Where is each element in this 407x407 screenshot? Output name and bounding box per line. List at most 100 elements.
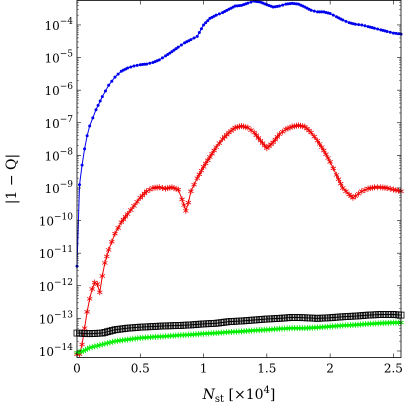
y-tick-label-3: 10−11 bbox=[39, 245, 73, 261]
series-1-point-119 bbox=[362, 186, 368, 193]
series-2 bbox=[73, 311, 405, 338]
series-2-point-12 bbox=[103, 328, 111, 336]
series-0-point-115 bbox=[353, 22, 357, 26]
series-1-point-98 bbox=[308, 129, 314, 136]
series-0-point-22 bbox=[135, 63, 139, 67]
series-0-point-13 bbox=[110, 79, 114, 83]
series-0-point-105 bbox=[328, 12, 332, 16]
series-0-point-118 bbox=[363, 24, 367, 28]
y-tick-label-7: 10−7 bbox=[44, 115, 73, 131]
series-1-point-13 bbox=[105, 246, 112, 253]
series-1-point-6 bbox=[89, 286, 95, 293]
series-0-point-128 bbox=[388, 30, 392, 34]
series-0-point-69 bbox=[246, 1, 250, 5]
series-0-point-99 bbox=[315, 10, 319, 14]
x-tick-label-4: 2 bbox=[326, 362, 334, 376]
series-1-point-118 bbox=[358, 188, 365, 195]
plot-frame bbox=[76, 0, 402, 358]
series-0-point-44 bbox=[189, 38, 193, 42]
series-0 bbox=[75, 0, 403, 268]
series-0-point-45 bbox=[192, 36, 196, 40]
series-1-point-9 bbox=[96, 289, 103, 296]
series-1-point-116 bbox=[352, 193, 359, 200]
y-tick-label-1: 10−13 bbox=[39, 310, 74, 326]
series-1-point-14 bbox=[109, 238, 115, 245]
series-0-point-39 bbox=[176, 45, 180, 49]
series-1-point-20 bbox=[124, 211, 131, 218]
series-0-point-97 bbox=[309, 8, 313, 12]
series-1-point-16 bbox=[115, 224, 121, 231]
series-0-point-106 bbox=[331, 13, 335, 17]
series-0-point-49 bbox=[202, 23, 206, 27]
series-1-point-8 bbox=[94, 281, 101, 288]
series-3-point-86 bbox=[289, 325, 295, 332]
series-0-point-32 bbox=[160, 56, 164, 60]
series-0-point-26 bbox=[145, 62, 149, 66]
series-3-point-126 bbox=[390, 319, 397, 326]
series-0-point-130 bbox=[394, 31, 398, 35]
series-0-point-127 bbox=[385, 29, 389, 33]
series-0-point-27 bbox=[148, 61, 152, 65]
series-0-point-101 bbox=[320, 10, 324, 14]
series-0-point-83 bbox=[278, 4, 281, 8]
series-1-point-107 bbox=[330, 165, 337, 172]
series-1-point-12 bbox=[103, 253, 110, 260]
series-1-point-32 bbox=[156, 184, 163, 191]
series-0-point-36 bbox=[170, 50, 174, 54]
x-tick-label-1: 0.5 bbox=[131, 362, 150, 376]
series-0-point-37 bbox=[172, 48, 176, 52]
series-0-point-70 bbox=[249, 0, 253, 4]
series-0-point-6 bbox=[91, 116, 95, 120]
series-0-point-46 bbox=[195, 34, 199, 38]
series-1-point-112 bbox=[343, 188, 349, 195]
series-0-point-110 bbox=[341, 18, 345, 22]
series-0-point-47 bbox=[197, 31, 201, 35]
series-1-point-128 bbox=[384, 184, 390, 191]
series-1-point-21 bbox=[127, 206, 134, 213]
series-0-point-38 bbox=[174, 47, 178, 51]
series-1-point-11 bbox=[102, 259, 108, 266]
series-1-point-117 bbox=[355, 190, 362, 197]
y-tick-label-0: 10−14 bbox=[39, 343, 74, 359]
series-2-point-14 bbox=[109, 327, 116, 334]
series-0-point-123 bbox=[376, 27, 380, 31]
y-tick-label-10: 10−4 bbox=[44, 17, 73, 33]
series-2-point-11 bbox=[101, 328, 109, 336]
series-0-point-100 bbox=[318, 10, 322, 14]
series-0-point-33 bbox=[164, 54, 168, 58]
series-1-point-40 bbox=[175, 186, 182, 193]
series-3 bbox=[74, 319, 404, 356]
x-tick-label-3: 1.5 bbox=[257, 362, 276, 376]
series-1-point-85 bbox=[279, 128, 286, 135]
series-1-point-33 bbox=[159, 184, 166, 191]
series-3-point-90 bbox=[299, 325, 306, 332]
series-0-point-116 bbox=[357, 23, 361, 27]
series-1-point-4 bbox=[84, 308, 90, 315]
series-1-point-23 bbox=[134, 198, 140, 205]
series-0-point-131 bbox=[396, 32, 400, 36]
series-1-point-108 bbox=[333, 171, 340, 178]
series-2-point-13 bbox=[106, 327, 114, 335]
series-1-point-44 bbox=[185, 199, 192, 206]
series-0-point-4 bbox=[85, 134, 89, 138]
series-0-point-5 bbox=[88, 124, 92, 128]
series-0-point-129 bbox=[391, 31, 395, 35]
series-1-point-5 bbox=[86, 295, 93, 302]
series-0-point-51 bbox=[206, 19, 210, 23]
series-0-point-40 bbox=[179, 43, 183, 47]
series-1-point-15 bbox=[112, 230, 118, 237]
series-1-point-45 bbox=[188, 188, 194, 195]
y-tick-label-5: 10−9 bbox=[44, 180, 73, 196]
x-axis-label: Nst [×104] bbox=[202, 385, 276, 405]
series-0-point-20 bbox=[129, 65, 133, 69]
series-0-point-1 bbox=[78, 183, 82, 187]
series-1-point-10 bbox=[99, 272, 106, 279]
series-0-point-11 bbox=[103, 89, 107, 93]
series-0-point-15 bbox=[116, 72, 120, 76]
series-0-point-34 bbox=[166, 53, 170, 57]
series-0-point-8 bbox=[96, 103, 100, 107]
series-0-point-98 bbox=[312, 9, 316, 13]
series-1-point-129 bbox=[387, 185, 394, 192]
series-1-point-43 bbox=[183, 207, 189, 214]
